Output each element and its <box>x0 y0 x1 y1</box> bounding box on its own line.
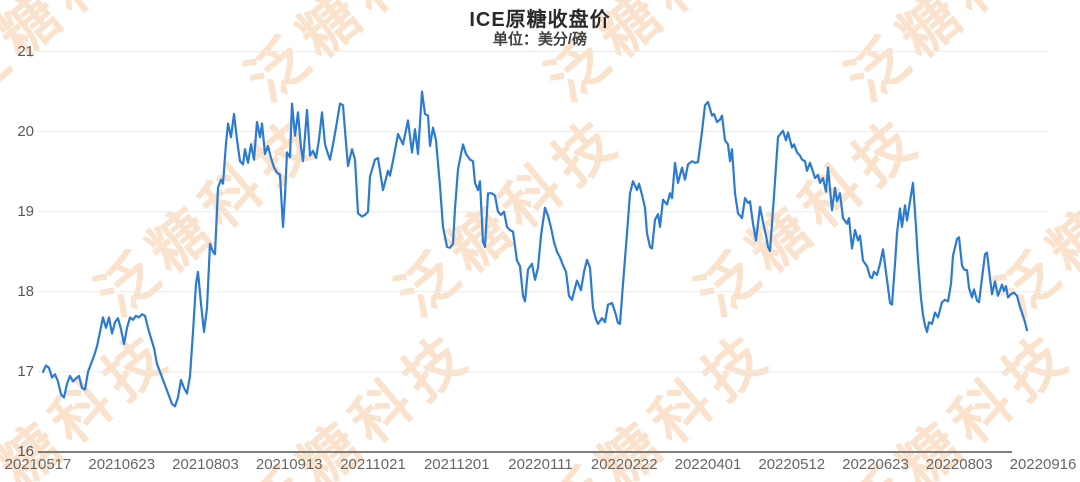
chart-title: ICE原糖收盘价 <box>469 9 611 31</box>
x-axis-tick-20220623: 20220623 <box>842 456 909 473</box>
x-axis-tick-20220222: 20220222 <box>590 456 658 473</box>
x-axis-tick-20220111: 20220111 <box>508 456 573 473</box>
x-axis-tick-20210623: 20210623 <box>88 456 156 473</box>
x-axis-tick-20211021: 20211021 <box>340 456 406 473</box>
x-axis-tick-20220401: 20220401 <box>674 456 742 473</box>
x-axis-tick-20220916: 20220916 <box>1009 456 1077 473</box>
y-axis-tick-16: 16 <box>17 443 34 460</box>
y-axis-tick-18: 18 <box>17 282 34 300</box>
y-axis-tick-20: 20 <box>17 122 34 140</box>
x-axis-tick-20211201: 20211201 <box>423 456 490 473</box>
x-axis-tick-20220512: 20220512 <box>758 456 826 473</box>
chart-subtitle: 单位：美分/磅 <box>492 31 588 48</box>
y-axis-tick-17: 17 <box>17 362 34 380</box>
x-axis-tick-20210517: 20210517 <box>4 456 72 473</box>
price-line <box>41 90 1029 408</box>
x-axis-tick-20210803: 20210803 <box>172 456 239 473</box>
y-axis-tick-21: 21 <box>17 42 34 60</box>
y-axis-tick-19: 19 <box>17 202 34 220</box>
x-axis-tick-20220803: 20220803 <box>925 456 993 473</box>
x-axis-tick-20210913: 20210913 <box>255 456 323 473</box>
